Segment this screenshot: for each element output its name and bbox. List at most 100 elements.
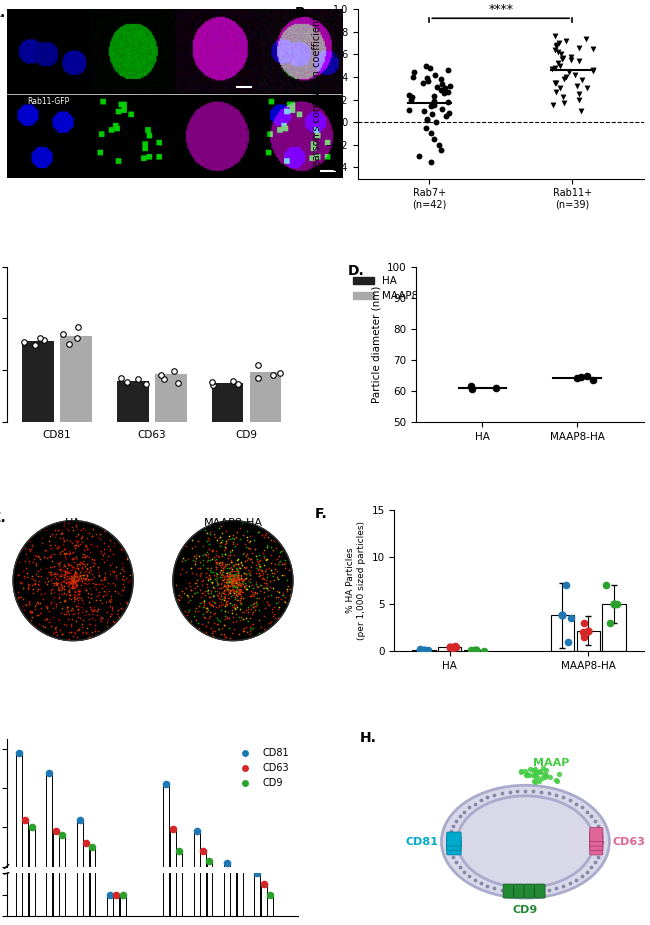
Point — [72, 629, 83, 644]
Point — [588, 373, 598, 388]
Point — [179, 604, 190, 619]
Point — [227, 568, 237, 583]
Point — [181, 587, 192, 602]
Point — [227, 598, 237, 612]
Point — [87, 555, 98, 570]
Point — [66, 536, 77, 550]
Point — [230, 579, 240, 594]
Point — [515, 763, 526, 778]
FancyBboxPatch shape — [447, 836, 461, 850]
Point — [96, 576, 107, 591]
Point — [197, 586, 207, 601]
Point — [26, 541, 36, 556]
Point — [227, 568, 237, 583]
Point — [27, 538, 37, 553]
Point — [226, 576, 236, 591]
Point — [101, 618, 112, 633]
Point — [261, 595, 272, 610]
Point — [37, 536, 47, 551]
Point — [96, 581, 107, 596]
Point — [228, 573, 239, 587]
Point — [81, 604, 91, 619]
Legend: CD81, CD63, CD9: CD81, CD63, CD9 — [231, 745, 293, 792]
Point — [68, 574, 78, 588]
Point — [57, 523, 67, 537]
Point — [66, 557, 76, 572]
Point — [238, 590, 248, 605]
Point — [211, 543, 221, 558]
Point — [223, 572, 233, 586]
Point — [56, 527, 66, 542]
Point — [234, 560, 244, 574]
Point — [73, 598, 83, 613]
Point — [84, 560, 95, 574]
Point — [19, 335, 29, 350]
Point — [203, 568, 214, 583]
Point — [70, 565, 81, 580]
Point — [489, 787, 500, 802]
Point — [231, 598, 241, 612]
Point — [74, 622, 85, 636]
Point — [235, 586, 245, 601]
Point — [202, 545, 213, 560]
Point — [227, 574, 238, 588]
Point — [68, 568, 79, 583]
Point — [92, 601, 103, 616]
Point — [75, 610, 85, 625]
Point — [504, 784, 515, 799]
Point — [204, 542, 214, 557]
Point — [239, 579, 250, 594]
Point — [66, 572, 77, 586]
Point — [87, 551, 98, 566]
Point — [266, 533, 276, 548]
Point — [96, 610, 106, 625]
Point — [409, 65, 419, 80]
Point — [191, 566, 202, 581]
Point — [214, 556, 224, 571]
Point — [226, 543, 237, 558]
Point — [55, 568, 65, 583]
Point — [244, 551, 255, 566]
Point — [208, 598, 218, 613]
Point — [58, 581, 69, 596]
Point — [225, 545, 235, 560]
Point — [214, 591, 224, 606]
Point — [280, 595, 291, 610]
Point — [79, 549, 90, 564]
Point — [281, 573, 292, 587]
Point — [228, 869, 239, 883]
Point — [72, 561, 83, 575]
Point — [476, 876, 486, 891]
Point — [62, 572, 72, 586]
Point — [68, 574, 79, 588]
Point — [84, 561, 95, 576]
Point — [101, 586, 112, 601]
Point — [91, 593, 101, 608]
Point — [90, 557, 100, 572]
Point — [32, 564, 43, 579]
Point — [57, 574, 68, 588]
Point — [41, 561, 51, 575]
Point — [224, 620, 234, 635]
Point — [27, 582, 38, 597]
Point — [245, 588, 255, 603]
Point — [84, 595, 94, 610]
Point — [79, 547, 90, 561]
Point — [231, 567, 241, 582]
Point — [235, 594, 245, 609]
Point — [237, 515, 247, 530]
Point — [73, 586, 84, 601]
Point — [272, 570, 282, 585]
Point — [220, 617, 230, 632]
Point — [183, 575, 194, 590]
Point — [51, 575, 62, 590]
Point — [87, 528, 98, 543]
Point — [218, 564, 229, 579]
Bar — [176, 851, 182, 906]
Point — [188, 609, 199, 623]
Point — [73, 592, 83, 607]
Point — [133, 372, 144, 387]
Point — [48, 547, 58, 561]
Point — [189, 586, 200, 600]
Point — [551, 772, 561, 787]
